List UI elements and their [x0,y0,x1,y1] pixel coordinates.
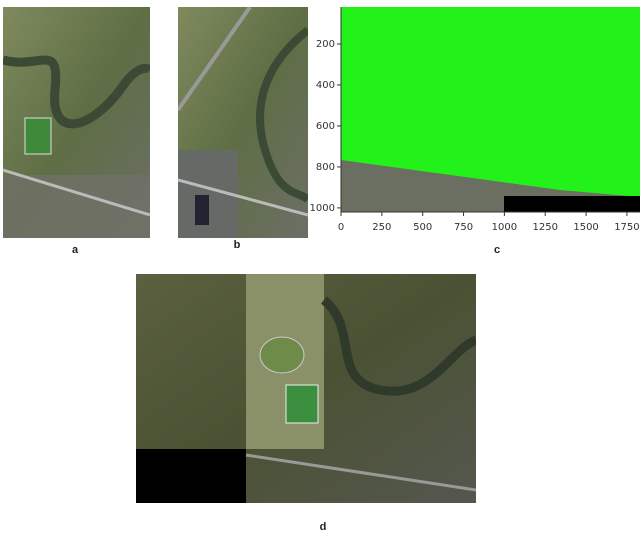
panel-label: d [320,521,327,533]
y-tick-label: 1000 [310,203,335,214]
x-tick-label: 1750 [614,222,639,233]
x-tick-label: 1500 [573,222,598,233]
image-d [136,274,476,503]
image-a [3,7,150,238]
panel-label: a [72,244,79,256]
image-c [341,7,640,212]
x-tick-label: 500 [413,222,432,233]
y-tick-label: 200 [316,39,335,50]
panel-label: b [234,239,241,251]
figure: a b 0 250 500 750 1000 1250 1500 1750 200 400 600 8… [0,0,640,541]
image-b [178,7,308,238]
y-tick-label: 800 [316,162,335,173]
x-tick-label: 0 [338,222,344,233]
x-tick-label: 1000 [492,222,517,233]
panel-label: c [494,244,500,256]
y-tick-label: 600 [316,121,335,132]
x-tick-label: 1250 [533,222,558,233]
x-tick-label: 250 [372,222,391,233]
y-tick-label: 400 [316,80,335,91]
x-tick-label: 750 [454,222,473,233]
